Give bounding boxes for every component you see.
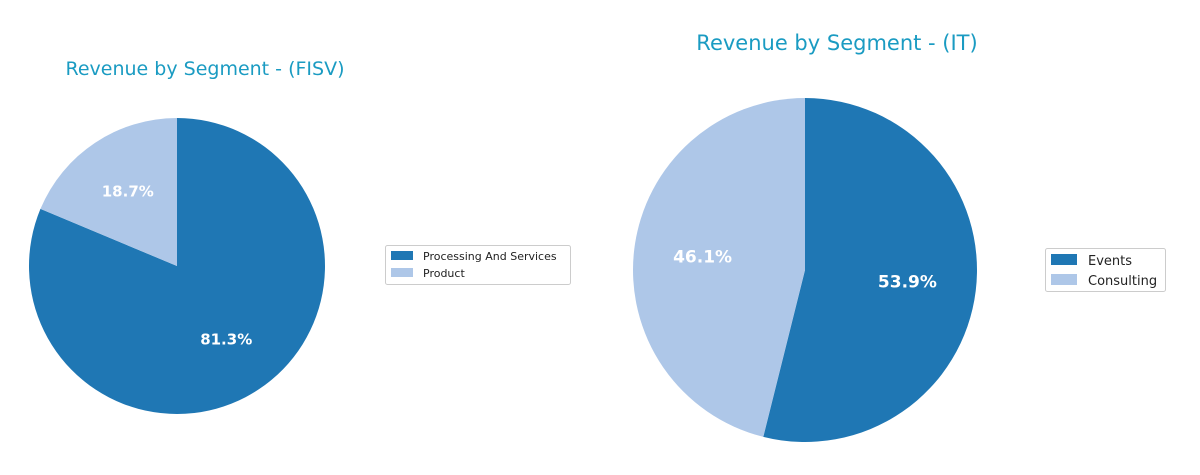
pie-label-events: 53.9% (878, 273, 937, 293)
pie-labels-fisv: 81.3% 18.7% (102, 183, 252, 349)
legend-swatch-processing-and-services (391, 251, 413, 260)
pie-slice-events (763, 98, 978, 443)
pie-label-consulting: 46.1% (673, 247, 732, 267)
legend-box-fisv (385, 245, 571, 285)
pie-chart-it: Revenue by Segment - (IT) 53.9% 46.1% Eve… (633, 31, 1166, 443)
legend-label-processing-and-services: Processing And Services (423, 250, 557, 263)
pie-slices-it (633, 98, 978, 443)
chart-title-fisv: Revenue by Segment - (FISV) (66, 58, 345, 80)
pie-label-processing-and-services: 81.3% (200, 330, 252, 348)
legend-swatch-consulting (1051, 274, 1077, 285)
legend-label-events: Events (1088, 254, 1132, 269)
legend-fisv: Processing And Services Product (385, 245, 571, 285)
pie-slice-processing-and-services (29, 118, 325, 414)
pie-slice-consulting (633, 98, 805, 437)
legend-label-product: Product (423, 267, 465, 280)
legend-it: Events Consulting (1045, 248, 1166, 292)
legend-swatch-events (1051, 254, 1077, 265)
pie-slice-product (40, 118, 178, 266)
pie-label-product: 18.7% (102, 183, 154, 201)
pie-slices-fisv (29, 118, 325, 414)
chart-title-it: Revenue by Segment - (IT) (696, 31, 977, 55)
pie-labels-it: 53.9% 46.1% (673, 247, 937, 292)
legend-label-consulting: Consulting (1088, 274, 1157, 289)
pie-chart-fisv: Revenue by Segment - (FISV) 81.3% 18.7% P… (29, 58, 571, 414)
legend-swatch-product (391, 268, 413, 277)
